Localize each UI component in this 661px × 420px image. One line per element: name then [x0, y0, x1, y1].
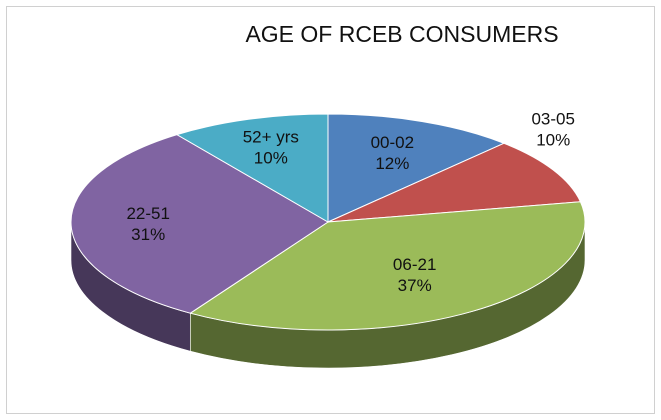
pie-slice [327, 142, 582, 223]
chart-title: AGE OF RCEB CONSUMERS [245, 21, 558, 47]
slice-value-label: 10% [536, 130, 570, 149]
slice-category-label: 22-51 [126, 204, 169, 223]
slice-value-label: 12% [375, 154, 409, 173]
pie-slice [189, 201, 586, 331]
slice-value-label: 31% [131, 225, 165, 244]
slice-value-label: 37% [398, 276, 432, 295]
slice-category-label: 52+ yrs [243, 128, 299, 147]
slice-value-label: 10% [254, 149, 288, 168]
pie-slice [327, 113, 506, 223]
pie-labels: 00-02 12% 03-05 10% 06-21 37% 22-51 31% 52+ yrs 1… [126, 109, 575, 295]
pie-slice [175, 113, 329, 223]
slice-category-label: 00-02 [371, 133, 414, 152]
slice-category-label: 06-21 [393, 255, 436, 274]
pie-slice [70, 134, 329, 314]
pie-tops [70, 113, 586, 331]
slice-category-label: 03-05 [531, 109, 574, 128]
